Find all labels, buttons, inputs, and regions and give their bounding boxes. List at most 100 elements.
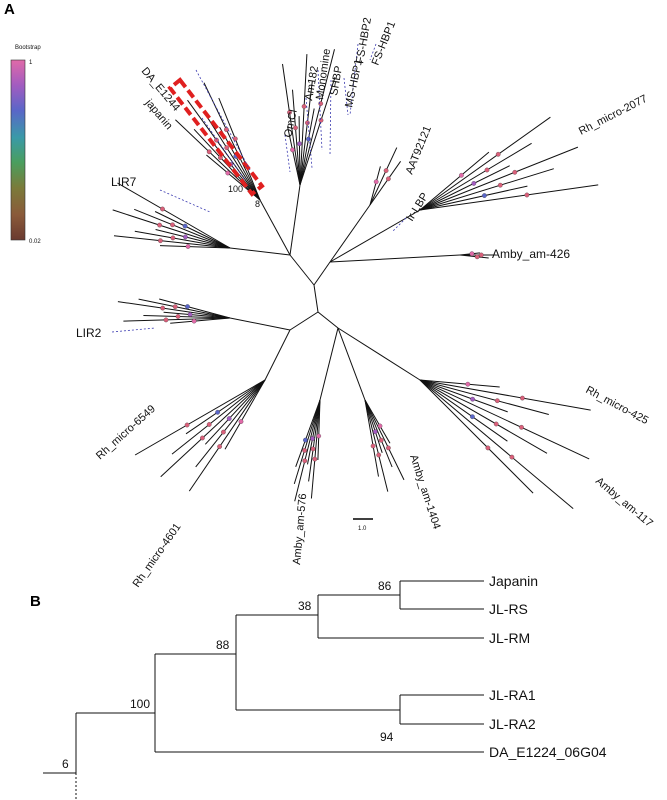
bootstrap-node <box>485 445 491 451</box>
bootstrap-88: 88 <box>216 638 230 652</box>
leaf-japanin: Japanin <box>489 573 538 589</box>
panel-a-label: A <box>4 1 15 18</box>
tree-branch <box>138 298 231 319</box>
bootstrap-node <box>512 169 518 175</box>
bootstrap-100: 100 <box>130 697 150 711</box>
bootstrap-node <box>206 149 212 155</box>
tree-branch <box>175 119 261 201</box>
bootstrap-node <box>469 251 475 257</box>
tree-branch <box>299 77 336 186</box>
bootstrap-node <box>310 436 315 441</box>
bootstrap-node <box>182 223 188 229</box>
tree-branch <box>294 399 321 502</box>
bootstrap-node <box>297 141 302 147</box>
bootstrap-node <box>370 443 376 449</box>
leaf-labels: Japanin JL-RS JL-RM JL-RA1 JL-RA2 DA_E12… <box>489 573 607 760</box>
bootstrap-node <box>316 433 322 439</box>
tree-branch <box>134 208 231 249</box>
bootstrap-node <box>318 101 324 106</box>
bootstrap-38: 38 <box>298 599 312 613</box>
bootstrap-node <box>185 244 191 249</box>
tree-branch <box>364 399 383 453</box>
bootstrap-node <box>185 304 190 309</box>
tree-branch <box>419 379 534 494</box>
bootstrap-node <box>187 312 193 317</box>
tree-branch <box>419 379 549 415</box>
bootstrap-node <box>221 429 226 435</box>
bootstrap-node <box>494 398 500 404</box>
tree-branch <box>170 317 231 324</box>
legend-min: 0.02 <box>29 239 41 245</box>
bootstrap-node <box>200 435 205 441</box>
bootstrap-node <box>470 414 475 420</box>
tree-branch <box>419 379 500 388</box>
tree-branch <box>159 298 231 319</box>
bootstrap-node <box>312 456 318 462</box>
tree-branch <box>282 63 301 186</box>
bootstrap-values: 86 38 88 94 100 6 <box>62 579 394 771</box>
tree-branch <box>459 254 489 259</box>
bootstrap-node <box>172 304 178 310</box>
bootstrap-node <box>306 136 311 142</box>
tree-branch <box>293 399 321 485</box>
bootstrap-node <box>378 437 384 443</box>
taxon-am182: Am182 <box>303 65 321 101</box>
bootstrap-node <box>386 445 391 451</box>
bootstrap-node <box>232 136 238 142</box>
tree-branch <box>117 182 231 249</box>
taxon-shbp: SHBP <box>328 65 345 97</box>
bootstrap-node <box>303 437 308 443</box>
legend-title: Bootstrap <box>15 45 41 51</box>
bootstrap-node <box>301 104 307 109</box>
bootstrap-node <box>373 179 379 185</box>
bootstrap-node <box>170 235 176 241</box>
tree-branch <box>419 379 508 413</box>
highlight-box <box>167 77 265 197</box>
bootstrap-legend: Bootstrap 1 0.02 <box>10 45 41 245</box>
bootstrap-node <box>482 193 487 198</box>
bootstrap-node <box>474 254 480 260</box>
bootstrap-node <box>290 147 295 153</box>
tree-branch <box>364 399 389 492</box>
tree-branch <box>299 108 315 186</box>
bootstrap-node <box>206 422 212 427</box>
bootstrap-node <box>310 446 316 452</box>
tree-branch <box>113 235 231 249</box>
tree-branch <box>292 89 301 186</box>
taxon-amby-am-576: Amby_am-576 <box>291 493 309 565</box>
tree-branch <box>364 399 379 477</box>
taxon-amby-am-1404: Amby_am-1404 <box>407 453 442 531</box>
bootstrap-node <box>157 222 162 228</box>
scale-bar: 1.0 <box>353 518 373 532</box>
tree-branch <box>298 116 301 186</box>
bootstrap-node <box>183 234 188 240</box>
tree-branch <box>369 161 402 206</box>
bootstrap-node <box>191 318 197 324</box>
bootstrap-node <box>470 396 475 402</box>
tree-branch <box>419 379 548 454</box>
tree-branch <box>204 379 266 445</box>
tree-branch <box>308 399 321 482</box>
tree-branch <box>419 379 508 442</box>
tree-branch <box>219 126 261 201</box>
leaf-branches <box>112 49 599 509</box>
bootstrap-node <box>495 151 501 157</box>
tree-branch <box>134 379 266 456</box>
tree-branch <box>171 379 266 455</box>
taxon-amby-am-117: Amby_am-117 <box>593 475 655 530</box>
bootstrap-94: 94 <box>380 730 394 744</box>
bootstrap-6: 6 <box>62 757 69 771</box>
taxon-omcl: OmCl <box>282 109 300 139</box>
bootstrap-node <box>509 454 515 460</box>
tree-branch <box>364 399 393 468</box>
bootstrap-node <box>163 317 169 323</box>
label-pointers <box>111 43 407 333</box>
bootstrap-node <box>215 409 220 415</box>
tree-branch <box>195 379 266 468</box>
scale-bar-label: 1.0 <box>358 526 367 532</box>
bootstrap-node <box>224 145 230 151</box>
tree-branch <box>419 379 591 411</box>
bootstrap-node <box>459 172 464 178</box>
tree-branch <box>369 166 381 206</box>
taxon-rh-micro-4601: Rh_micro-4601 <box>131 521 184 589</box>
